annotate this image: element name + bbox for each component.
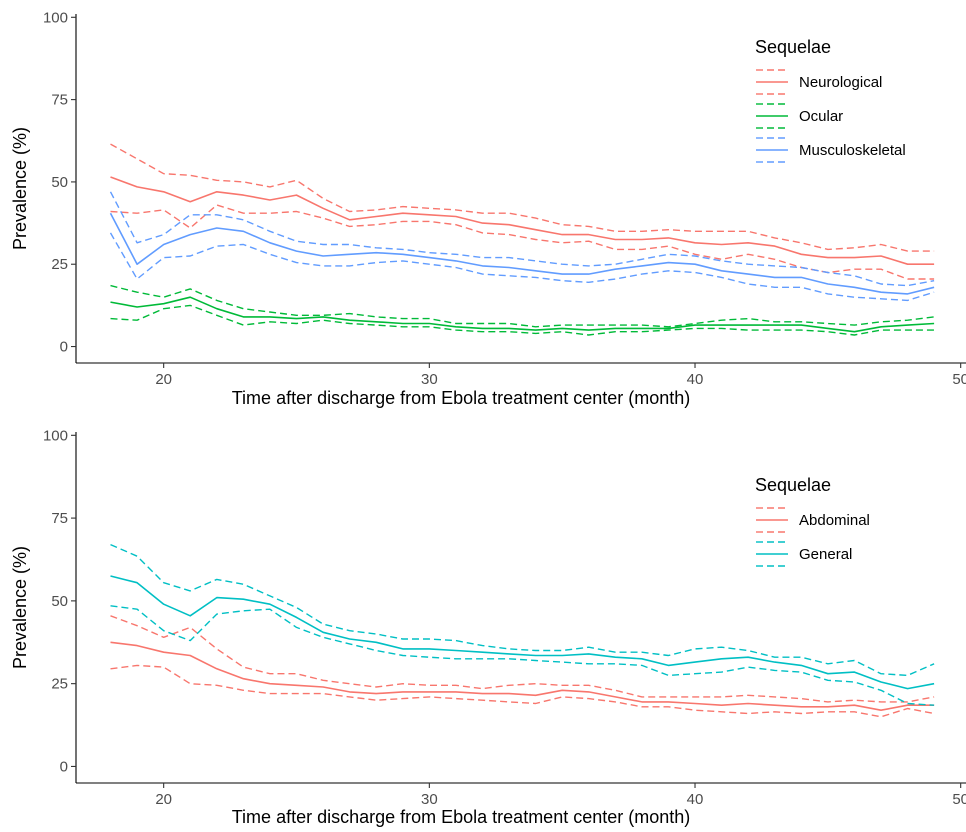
top-chart-panel: 0 25 50 75 100 20 30 40 50 Time after discharge f… xyxy=(10,9,966,408)
y-tick-label: 0 xyxy=(60,339,68,356)
legend-title: Sequelae xyxy=(755,475,831,495)
bottom-chart-panel: 0 25 50 75 100 20 30 40 50 Time after discharge f… xyxy=(10,427,966,827)
y-tick-label: 25 xyxy=(51,676,68,693)
x-tick-label: 30 xyxy=(421,371,438,388)
y-axis-title: Prevalence (%) xyxy=(10,127,30,250)
x-tick-label: 20 xyxy=(155,791,172,808)
y-tick-label: 75 xyxy=(51,510,68,527)
x-tick-label: 30 xyxy=(421,791,438,808)
series-abdominal-line xyxy=(110,641,935,711)
y-tick-label: 50 xyxy=(51,174,68,191)
series-general-lower-bound-line xyxy=(110,605,935,706)
legend-item-label: Musculoskeletal xyxy=(799,142,906,159)
series-ocular-upper-bound-line xyxy=(110,284,935,328)
legend: Sequelae Neurological Ocular Musculoskeleta… xyxy=(755,37,906,163)
x-tick-label: 40 xyxy=(687,371,704,388)
x-tick-label: 50 xyxy=(952,371,966,388)
y-tick-label: 75 xyxy=(51,92,68,109)
series-ocular-line xyxy=(110,296,935,333)
series-general-line xyxy=(110,575,935,690)
series-musculoskeletal-line xyxy=(109,212,935,295)
legend-item-label: Abdominal xyxy=(799,512,870,529)
x-tick-label: 40 xyxy=(687,791,704,808)
x-tick-label: 20 xyxy=(155,371,172,388)
y-tick-label: 100 xyxy=(43,427,68,444)
x-tick-label: 50 xyxy=(952,791,966,808)
y-axis-title: Prevalence (%) xyxy=(10,546,30,669)
series-neurological-lower-bound-line xyxy=(110,204,935,280)
x-axis-title: Time after discharge from Ebola treatmen… xyxy=(232,807,691,827)
legend-item-label: General xyxy=(799,546,852,563)
x-axis-title: Time after discharge from Ebola treatmen… xyxy=(232,388,691,408)
legend: Sequelae Abdominal General xyxy=(755,475,870,567)
series-abdominal-lower-bound-line xyxy=(110,664,935,718)
legend-title: Sequelae xyxy=(755,37,831,57)
legend-item-label: Neurological xyxy=(799,74,882,91)
series-musculoskeletal-lower-bound-line xyxy=(109,232,935,302)
y-tick-label: 100 xyxy=(43,9,68,26)
series-general-upper-bound-line xyxy=(110,543,935,677)
y-tick-label: 50 xyxy=(51,593,68,610)
series-neurological-line xyxy=(110,176,935,265)
series-musculoskeletal-upper-bound-line xyxy=(109,191,935,287)
y-tick-label: 0 xyxy=(60,758,68,775)
series-ocular-lower-bound-line xyxy=(110,304,935,336)
series-neurological-upper-bound-line xyxy=(110,143,935,252)
legend-item-label: Ocular xyxy=(799,108,843,125)
series-abdominal-upper-bound-line xyxy=(110,615,935,703)
y-tick-label: 25 xyxy=(51,256,68,273)
